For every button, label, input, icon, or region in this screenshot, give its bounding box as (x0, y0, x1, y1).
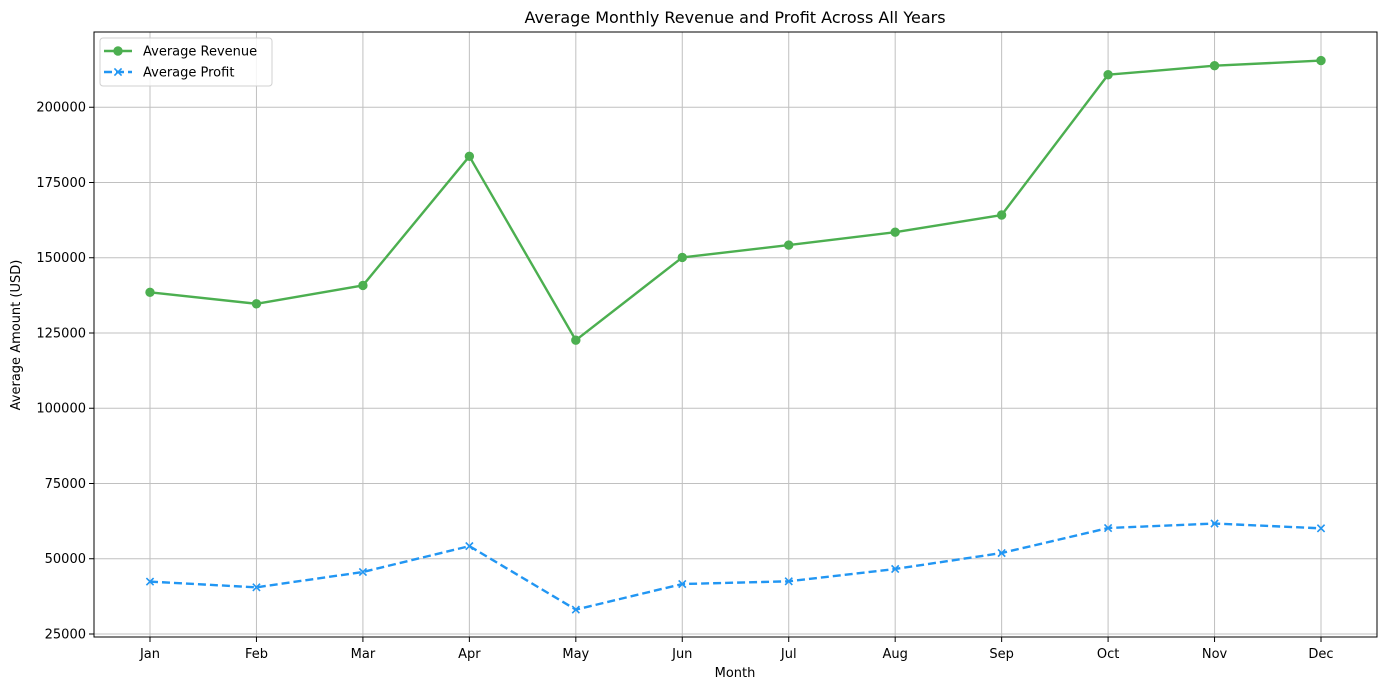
y-axis-label: Average Amount (USD) (9, 260, 24, 411)
data-point (252, 583, 261, 592)
data-point (891, 564, 900, 574)
data-point-stroke (571, 605, 580, 614)
x-tick-label: May (562, 647, 589, 662)
data-point (1210, 519, 1219, 528)
x-tick-label: Nov (1202, 647, 1228, 662)
x-tick-label: Sep (989, 647, 1014, 662)
data-point (1209, 61, 1220, 71)
legend: Average Revenue Average Profit (99, 37, 273, 87)
x-tick-label: Apr (458, 647, 481, 662)
y-tick-label: 50000 (45, 552, 86, 567)
legend-label: Average Revenue (143, 45, 257, 60)
data-point (1103, 70, 1113, 80)
x-tick-label: Feb (245, 647, 268, 662)
series-line (149, 59, 1322, 342)
y-tick-label: 25000 (45, 627, 86, 642)
data-point (358, 567, 368, 577)
data-point (571, 335, 581, 345)
y-tick-label: 75000 (45, 477, 86, 492)
data-point-stroke (678, 579, 687, 589)
data-point (145, 577, 155, 586)
x-tick-label: Aug (882, 647, 907, 662)
chart-title: Average Monthly Revenue and Profit Acros… (524, 8, 945, 27)
data-point-stroke (784, 577, 793, 586)
x-axis-ticks: Jan Feb Mar Apr May Jun Jul Aug Sep Oct Nov Dec (139, 637, 1334, 662)
data-point-stroke (145, 577, 155, 586)
series-layer (145, 55, 1326, 614)
data-point (1316, 524, 1326, 533)
data-point (465, 541, 474, 551)
data-point (145, 287, 155, 298)
x-tick-label: Jun (671, 647, 692, 662)
data-point (1316, 55, 1326, 66)
data-point (784, 577, 793, 586)
x-tick-label: Oct (1097, 647, 1119, 662)
data-point-stroke (1103, 523, 1113, 533)
data-point (571, 605, 580, 614)
x-tick-label: Dec (1308, 647, 1333, 662)
data-point (996, 210, 1007, 220)
data-point (678, 579, 687, 589)
x-tick-label: Jul (780, 647, 797, 662)
data-point-stroke (252, 583, 261, 592)
data-point (113, 46, 123, 56)
data-point (784, 240, 794, 250)
data-point-stroke (113, 67, 123, 77)
data-point (997, 548, 1006, 558)
y-tick-label: 150000 (36, 251, 86, 266)
data-point-stroke (358, 567, 368, 577)
data-point (251, 299, 262, 309)
data-point-stroke (1316, 524, 1326, 533)
legend-box (99, 37, 273, 87)
series-line (149, 522, 1322, 611)
y-tick-label: 100000 (36, 402, 86, 417)
data-point-stroke (891, 564, 900, 574)
data-point (358, 280, 368, 291)
legend-label: Average Profit (143, 66, 234, 81)
y-tick-label: 175000 (36, 176, 86, 191)
series-1 (145, 519, 1326, 614)
y-axis-ticks: 25000 50000 75000 100000 125000 150000 175000 2… (36, 101, 94, 642)
data-point (113, 67, 123, 77)
y-tick-label: 200000 (36, 101, 86, 116)
x-axis-label: Month (715, 666, 756, 681)
grid-lines (94, 32, 1377, 637)
data-point-stroke (1210, 519, 1219, 528)
y-tick-label: 125000 (36, 326, 86, 341)
data-point (677, 252, 687, 263)
x-tick-label: Mar (351, 647, 376, 662)
series-0 (145, 55, 1326, 345)
data-point-stroke (465, 541, 474, 551)
plot-area-frame (93, 31, 1378, 638)
x-tick-label: Jan (139, 647, 160, 662)
data-point (464, 151, 475, 162)
data-point (1103, 523, 1113, 533)
data-point-stroke (997, 548, 1006, 558)
data-point (890, 227, 900, 237)
